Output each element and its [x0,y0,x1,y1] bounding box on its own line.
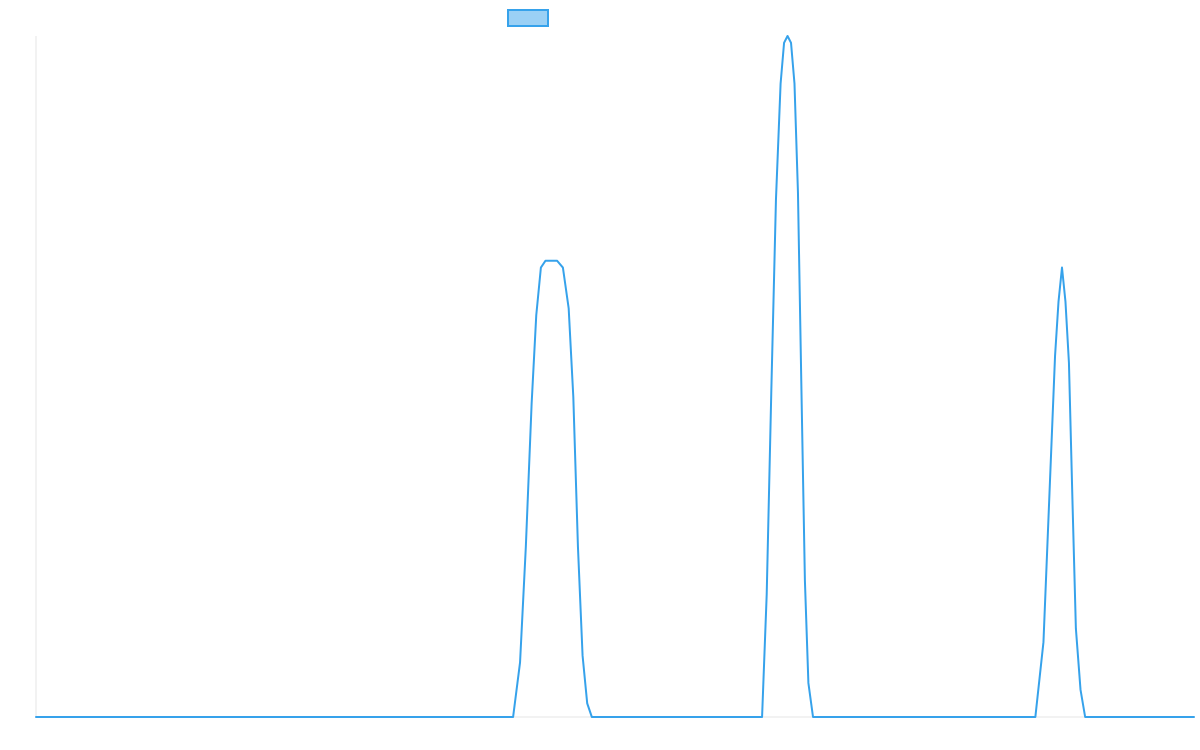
data-point[interactable] [1059,265,1065,271]
data-point[interactable] [778,81,784,87]
data-point[interactable] [510,714,516,720]
data-point[interactable] [1040,639,1046,645]
data-point[interactable] [566,305,572,311]
data-point[interactable] [600,714,606,720]
data-point[interactable] [1088,714,1094,720]
data-point[interactable] [802,578,808,584]
data-point[interactable] [805,680,811,686]
data-point[interactable] [785,33,791,39]
data-point[interactable] [1056,299,1062,305]
data-point[interactable] [580,653,586,659]
data-point[interactable] [795,190,801,196]
data-point[interactable] [1133,714,1139,720]
data-point[interactable] [584,700,590,706]
legend-swatch[interactable] [507,9,549,27]
data-point[interactable] [554,258,560,264]
data-point[interactable] [589,714,595,720]
data-point[interactable] [560,265,566,271]
data-point[interactable] [820,714,826,720]
legend[interactable] [507,9,549,27]
data-point[interactable] [759,714,765,720]
data-point[interactable] [798,387,804,393]
data-point[interactable] [538,265,544,271]
data-point[interactable] [1052,353,1058,359]
data-point[interactable] [548,258,554,264]
data-point[interactable] [543,258,549,264]
data-point[interactable] [1046,496,1052,502]
data-point[interactable] [533,312,539,318]
data-point[interactable] [764,591,770,597]
data-point[interactable] [1069,496,1075,502]
data-point[interactable] [570,394,576,400]
data-point[interactable] [791,81,797,87]
data-point[interactable] [517,660,523,666]
data-point[interactable] [728,714,734,720]
data-point[interactable] [788,40,794,46]
data-point[interactable] [1095,714,1101,720]
data-point[interactable] [768,387,774,393]
data-point[interactable] [575,544,581,550]
data-point[interactable] [1066,360,1072,366]
data-point[interactable] [773,196,779,202]
points-layer [33,33,1197,720]
data-point[interactable] [33,714,39,720]
data-point[interactable] [1191,714,1197,720]
data-point[interactable] [529,401,535,407]
series-layer [35,35,1195,718]
data-point[interactable] [595,714,601,720]
data-point[interactable] [781,40,787,46]
data-point[interactable] [612,714,618,720]
data-point[interactable] [1078,687,1084,693]
data-point[interactable] [1062,299,1068,305]
data-point[interactable] [1073,625,1079,631]
series-line [35,35,1195,718]
data-point[interactable] [1032,714,1038,720]
data-point[interactable] [902,714,908,720]
data-point[interactable] [832,714,838,720]
data-point[interactable] [815,714,821,720]
data-point[interactable] [1082,714,1088,720]
data-point[interactable] [523,544,529,550]
